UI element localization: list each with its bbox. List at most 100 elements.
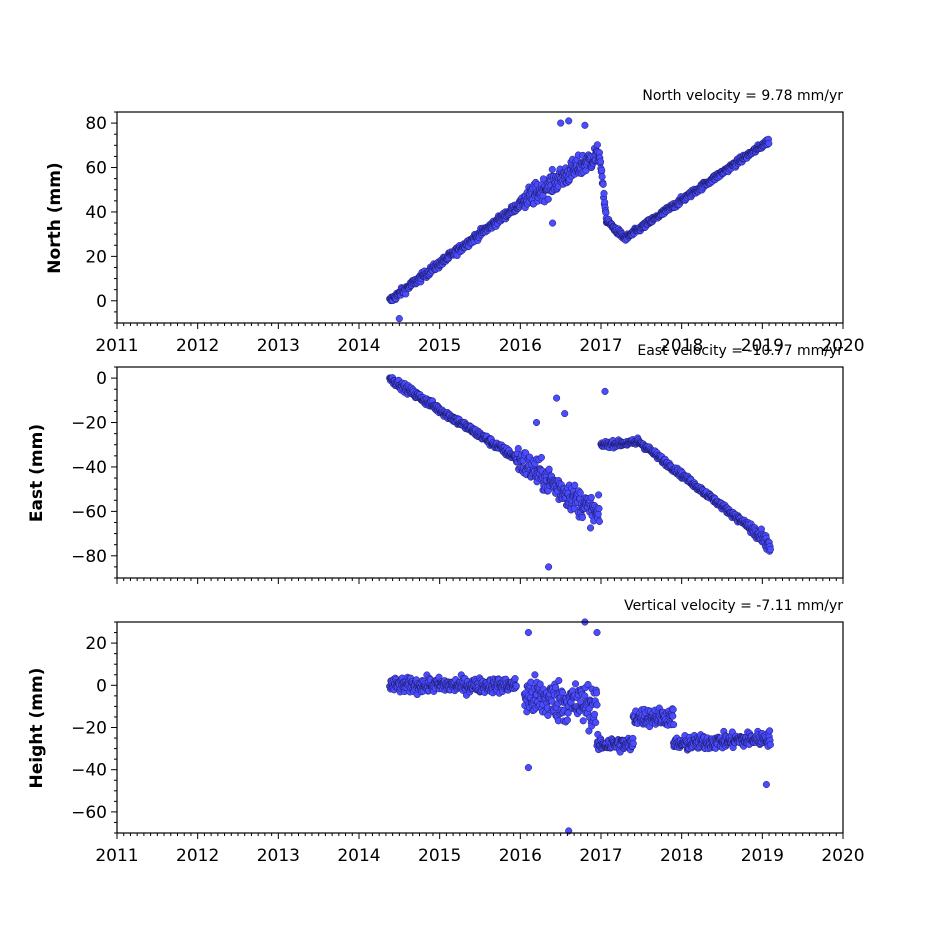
y-tick-label: 20: [85, 247, 107, 267]
data-point: [670, 721, 678, 729]
outlier-point: [553, 394, 561, 402]
outlier-point: [593, 628, 601, 637]
data-point: [598, 166, 606, 174]
data-point: [598, 173, 606, 181]
y-tick-label: −60: [71, 502, 107, 522]
data-point: [600, 189, 608, 197]
x-tick-label: 2020: [821, 336, 864, 356]
data-point: [537, 453, 545, 462]
x-tick-label: 2014: [337, 336, 380, 356]
data-point: [590, 710, 599, 718]
x-tick-label: 2018: [660, 336, 703, 356]
data-point: [548, 165, 556, 174]
x-tick-label: 2019: [741, 336, 784, 356]
outlier-point: [524, 764, 532, 772]
y-tick-label: −40: [71, 458, 107, 478]
outlier-point: [549, 219, 557, 227]
x-tick-label: 2016: [499, 846, 542, 866]
data-point: [593, 141, 601, 149]
y-tick-label: −40: [71, 761, 107, 781]
outlier-point: [545, 563, 553, 571]
x-tick-label: 2020: [821, 846, 864, 866]
y-tick-label: −20: [71, 414, 107, 434]
x-tick-label: 2019: [741, 846, 784, 866]
north-y-axis-label: North (mm): [45, 162, 65, 273]
y-tick-label: −20: [71, 719, 107, 739]
data-point: [527, 678, 535, 686]
x-tick-label: 2014: [337, 846, 380, 866]
data-point: [765, 139, 773, 148]
x-tick-label: 2013: [257, 846, 300, 866]
x-tick-label: 2015: [418, 336, 461, 356]
data-point: [595, 504, 603, 513]
height-panel: Vertical velocity = -7.11 mm/yr Height (…: [27, 598, 865, 866]
outlier-point: [532, 418, 541, 427]
data-point: [766, 545, 774, 553]
x-tick-label: 2017: [579, 336, 622, 356]
height-y-axis-label: Height (mm): [27, 668, 47, 789]
outlier-point: [581, 121, 589, 129]
data-point: [596, 158, 605, 166]
outlier-point: [524, 628, 532, 637]
outlier-point: [565, 117, 573, 125]
x-tick-label: 2017: [579, 846, 622, 866]
vertical-velocity-label: Vertical velocity = -7.11 mm/yr: [624, 598, 843, 614]
data-point: [531, 671, 539, 679]
y-tick-label: 0: [96, 292, 107, 312]
north-y-ticks: 0 20 40 60 80: [85, 111, 117, 324]
east-x-ticks: [116, 578, 844, 584]
x-tick-label: 2011: [95, 846, 138, 866]
height-x-ticks: 2011 2012 2013 2014 2015 2016 2017 2018 2019 2020: [95, 833, 865, 866]
data-point: [522, 449, 530, 457]
data-point: [593, 689, 601, 697]
data-point: [593, 701, 601, 709]
north-velocity-label: North velocity = 9.78 mm/yr: [642, 88, 843, 104]
data-point: [563, 716, 571, 724]
height-y-ticks: 20 0 −20 −40 −60: [71, 621, 117, 834]
north-x-ticks: 2011 2012 2013 2014 2015 2016 2017 2018 2019 2020: [95, 323, 865, 356]
x-tick-label: 2012: [176, 336, 219, 356]
data-point: [587, 493, 595, 502]
east-y-axis-label: East (mm): [27, 424, 47, 522]
data-point: [592, 718, 600, 727]
y-tick-label: 80: [85, 114, 107, 134]
north-panel: North velocity = 9.78 mm/yr North (mm) 0…: [45, 88, 865, 356]
east-plot-frame: [116, 366, 844, 579]
data-point: [595, 491, 603, 499]
y-tick-label: −60: [71, 803, 107, 823]
height-points: [386, 618, 774, 835]
data-point: [571, 680, 580, 688]
outlier-point: [561, 410, 569, 418]
data-point: [766, 727, 774, 735]
data-point: [514, 444, 522, 453]
data-point: [579, 717, 587, 725]
outlier-point: [557, 119, 565, 127]
data-point: [586, 524, 595, 532]
data-point: [629, 739, 637, 748]
data-point: [669, 705, 677, 714]
y-tick-label: 60: [85, 159, 107, 179]
data-point: [578, 514, 586, 522]
x-tick-label: 2013: [257, 336, 300, 356]
data-point: [512, 682, 520, 690]
height-plot-frame: [116, 621, 844, 834]
data-point: [595, 517, 603, 525]
x-tick-label: 2015: [418, 846, 461, 866]
data-point: [544, 195, 552, 203]
data-point: [766, 741, 774, 749]
y-tick-label: 0: [96, 676, 107, 696]
y-tick-label: 40: [85, 203, 107, 223]
outlier-point: [395, 315, 403, 323]
data-point: [576, 489, 584, 497]
x-tick-label: 2016: [499, 336, 542, 356]
data-point: [511, 675, 519, 683]
y-tick-label: 20: [85, 634, 107, 654]
north-plot-frame: [116, 111, 844, 324]
data-point: [552, 683, 560, 691]
data-point: [545, 465, 553, 473]
data-point: [584, 680, 592, 689]
east-velocity-label: East velocity = -10.77 mm/yr: [637, 343, 843, 359]
y-tick-label: 0: [96, 369, 107, 389]
outlier-point: [762, 780, 770, 789]
